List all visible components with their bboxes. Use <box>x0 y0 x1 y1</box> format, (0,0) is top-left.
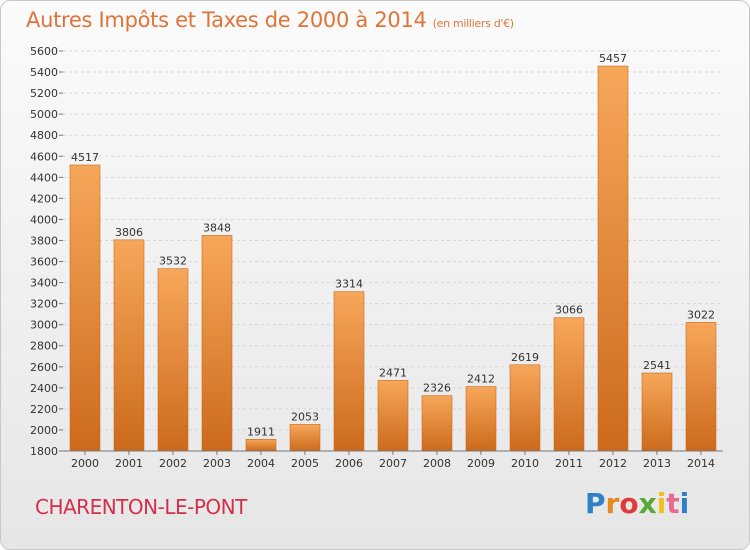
logo-letter: P <box>585 487 606 520</box>
x-tick-label: 2003 <box>203 457 231 470</box>
data-label: 3022 <box>687 308 715 321</box>
x-tick-label: 2006 <box>335 457 363 470</box>
x-tick-label: 2008 <box>423 457 451 470</box>
data-label: 3314 <box>335 278 363 291</box>
bar-2012 <box>597 65 629 452</box>
data-label: 3532 <box>159 255 187 268</box>
bar-2005 <box>289 424 321 452</box>
y-tick-label: 3200 <box>30 298 58 311</box>
data-label: 2412 <box>467 373 495 386</box>
x-tick-label: 2004 <box>247 457 275 470</box>
bar-2000 <box>69 164 101 452</box>
x-tick-label: 2009 <box>467 457 495 470</box>
y-tick-label: 5600 <box>30 45 58 58</box>
data-label: 2619 <box>511 351 539 364</box>
x-tick-label: 2007 <box>379 457 407 470</box>
logo-letter: o <box>619 487 639 520</box>
bar-2004 <box>245 439 277 452</box>
data-labels: 4517 3806 3532 3848 1911 2053 3314 2471 2326 2412… <box>71 52 715 438</box>
y-tick-label: 3600 <box>30 256 58 269</box>
x-tick-label: 2001 <box>115 457 143 470</box>
data-label: 5457 <box>599 52 627 65</box>
logo-letter: x <box>638 487 657 520</box>
data-label: 3848 <box>203 221 231 234</box>
y-tick-label: 3400 <box>30 277 58 290</box>
y-tick-label: 5000 <box>30 108 58 121</box>
data-label: 3806 <box>115 226 143 239</box>
y-tick-label: 1800 <box>30 445 58 458</box>
y-tick-label: 2600 <box>30 361 58 374</box>
logo-letter: r <box>605 487 620 520</box>
y-tick-label: 4400 <box>30 171 58 184</box>
bar-2008 <box>421 395 453 452</box>
bar-2013 <box>641 372 673 452</box>
y-tick-label: 4600 <box>30 150 58 163</box>
bar-2001 <box>113 239 145 452</box>
logo-letter: t <box>666 487 680 520</box>
bar-2014 <box>685 322 717 452</box>
bar-2009 <box>465 386 497 452</box>
y-tick-label: 4200 <box>30 192 58 205</box>
data-label: 3066 <box>555 304 583 317</box>
bar-2007 <box>377 380 409 452</box>
bar-2006 <box>333 291 365 452</box>
y-tick-label: 2800 <box>30 340 58 353</box>
logo-letter: i <box>679 487 690 520</box>
chart-title-text: Autres Impôts et Taxes de 2000 à 2014 <box>26 8 427 32</box>
data-label: 2471 <box>379 366 407 379</box>
bar-2002 <box>157 268 189 452</box>
x-tick-label: 2012 <box>599 457 627 470</box>
x-tick-label: 2013 <box>643 457 671 470</box>
y-tick-label: 3800 <box>30 234 58 247</box>
data-label: 2053 <box>291 410 319 423</box>
x-tick-label: 2011 <box>555 457 583 470</box>
y-tick-label: 2400 <box>30 382 58 395</box>
bar-2010 <box>509 364 541 452</box>
data-label: 4517 <box>71 151 99 164</box>
city-name: CHARENTON-LE-PONT <box>35 495 247 519</box>
data-label: 1911 <box>247 425 275 438</box>
data-label: 2541 <box>643 359 671 372</box>
x-tick-label: 2002 <box>159 457 187 470</box>
bar-2003 <box>201 235 233 452</box>
bar-series <box>69 65 717 452</box>
x-tick-label: 2005 <box>291 457 319 470</box>
y-tick-label: 3000 <box>30 319 58 332</box>
x-axis: 2000 2001 2002 2003 2004 2005 2006 2007 2008 2009… <box>71 451 715 470</box>
proxiti-logo: Proxiti <box>585 487 689 520</box>
data-label: 2326 <box>423 382 451 395</box>
y-tick-label: 4800 <box>30 129 58 142</box>
x-tick-label: 2014 <box>687 457 715 470</box>
logo-letter: i <box>656 487 667 520</box>
chart-unit: (en milliers d'€) <box>432 17 514 30</box>
y-tick-label: 2000 <box>30 424 58 437</box>
y-axis: 1800 2000 2200 2400 2600 2800 3000 3200 3400 3600… <box>30 45 63 458</box>
y-tick-label: 4000 <box>30 213 58 226</box>
y-tick-label: 5400 <box>30 66 58 79</box>
bar-2011 <box>553 317 585 452</box>
y-tick-label: 5200 <box>30 87 58 100</box>
chart-title: Autres Impôts et Taxes de 2000 à 2014 (en… <box>26 8 514 32</box>
x-tick-label: 2000 <box>71 457 99 470</box>
x-tick-label: 2010 <box>511 457 539 470</box>
y-tick-label: 2200 <box>30 403 58 416</box>
